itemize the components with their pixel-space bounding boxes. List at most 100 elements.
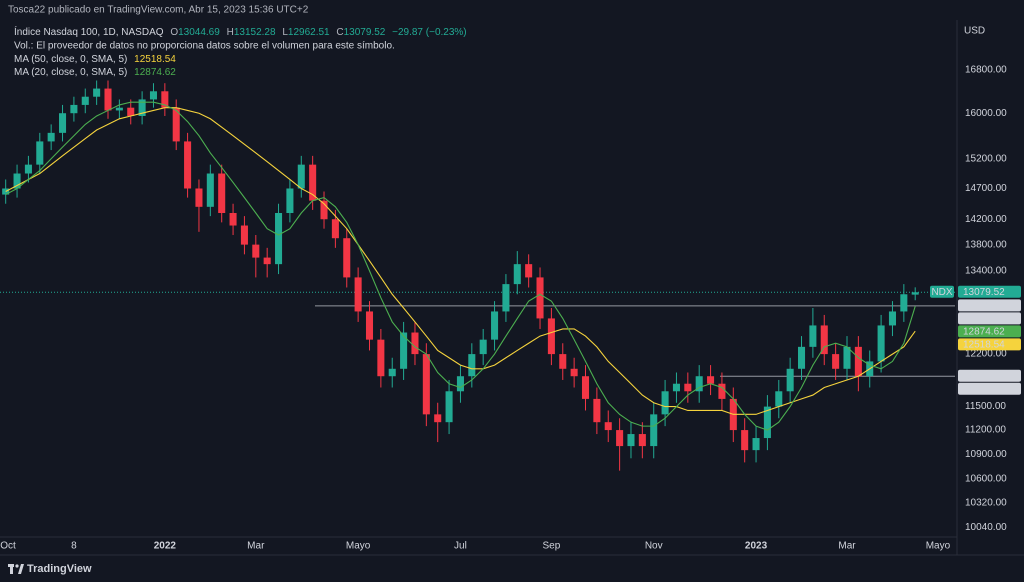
candle-body [195, 188, 203, 207]
candle-body [570, 368, 578, 377]
candle-body [616, 430, 624, 447]
price-badge [958, 382, 1021, 395]
x-tick-label: 8 [71, 541, 77, 552]
candle-body [775, 391, 783, 407]
candle-body [604, 422, 612, 431]
candle-body [491, 311, 499, 340]
price-badge [958, 369, 1021, 382]
candle-body [70, 104, 78, 114]
x-tick-label: 2022 [154, 541, 177, 552]
candle-body [627, 434, 635, 447]
ohlc-label: C [336, 27, 343, 38]
candle-body [741, 430, 749, 451]
candle-body [513, 264, 521, 285]
candle-body [252, 244, 260, 258]
candle-body [559, 354, 567, 369]
candle-body [434, 414, 442, 423]
candle-body [400, 332, 408, 369]
candle-body [843, 346, 851, 369]
y-tick-label: 13800.00 [965, 239, 1007, 250]
price-badge [958, 338, 1021, 351]
x-tick-label: Oct [0, 541, 16, 552]
legend-name: MA (50, close, 0, SMA, 5) [14, 54, 127, 65]
candle-body [343, 238, 351, 278]
candle-body [638, 434, 646, 447]
candle-body [525, 264, 533, 278]
published-note: Tosca22 publicado en TradingView.com, Ab… [8, 5, 309, 16]
price-badge [958, 285, 1021, 298]
x-tick-label: Sep [543, 541, 561, 552]
candle-body [695, 376, 703, 392]
y-tick-label: 13400.00 [965, 265, 1007, 276]
candle-body [206, 173, 214, 207]
candle-body [127, 107, 135, 116]
candle-body [297, 164, 305, 189]
logo-part [10, 564, 13, 574]
candle-body [354, 277, 362, 312]
price-badge-label: 12518.54 [963, 340, 1005, 351]
close-value: 13079.52 [344, 27, 386, 38]
candle-body [752, 438, 760, 451]
candle-body [240, 225, 248, 245]
symbol: Índice Nasdaq 100, 1D, NASDAQ [14, 25, 164, 38]
candle-body [684, 383, 692, 392]
candle-body [263, 257, 271, 265]
candle-body [502, 284, 510, 312]
candle-body [911, 292, 919, 295]
x-tick-label: Mayo [926, 541, 951, 552]
legend-value: 12874.62 [134, 67, 176, 78]
candle-body [832, 354, 840, 369]
candle-body [81, 96, 89, 105]
candle-body [229, 213, 237, 226]
candle-body [650, 414, 658, 447]
legend-name: MA (20, close, 0, SMA, 5) [14, 67, 127, 78]
candle-body [184, 141, 192, 189]
y-tick-label: 16000.00 [965, 108, 1007, 119]
x-tick-label: Nov [645, 541, 663, 552]
x-tick-label: Mar [838, 541, 856, 552]
plot-area: 16800.00 16000.00 15200.00 14700.00 14200.00… [0, 65, 1007, 552]
symbol-tag-label: NDX [931, 287, 952, 298]
ma-line [5, 101, 916, 431]
candle-body [661, 391, 669, 415]
y-tick-label: 14200.00 [965, 214, 1007, 225]
y-tick-label: 10600.00 [965, 474, 1007, 485]
y-tick-label: 16800.00 [965, 65, 1007, 76]
y-tick-label: 12200.00 [965, 349, 1007, 360]
candle-body [593, 398, 601, 423]
candle-body [388, 368, 396, 377]
candle-body [172, 107, 180, 142]
ma50-legend: MA (50, close, 0, SMA, 5) 12518.54 [14, 54, 176, 65]
x-tick-label: Mar [247, 541, 265, 552]
candle-body [718, 383, 726, 399]
candle-body [809, 325, 817, 347]
price-badge [958, 325, 1021, 338]
ma-line [5, 107, 916, 415]
price-badge [958, 299, 1021, 312]
y-tick-label: 10040.00 [965, 522, 1007, 533]
y-tick-label: 15200.00 [965, 153, 1007, 164]
y-tick-label: 14700.00 [965, 183, 1007, 194]
ohlc-label: H [227, 27, 234, 38]
brand-name: TradingView [27, 563, 92, 575]
candle-body [286, 188, 294, 214]
candle-body [468, 354, 476, 377]
logo-part [18, 564, 24, 574]
candle-body [877, 325, 885, 362]
logo-part [15, 564, 19, 568]
candle-body [309, 164, 317, 201]
candle-body [138, 99, 146, 116]
x-tick-label: 2023 [745, 541, 768, 552]
candle-body [218, 173, 226, 214]
brand-logo [8, 564, 24, 574]
x-tick-label: Jul [454, 541, 467, 552]
candle-body [888, 311, 896, 326]
candle-body [377, 339, 385, 377]
candle-body [422, 354, 430, 415]
candle-body [59, 113, 67, 133]
candle-body [547, 318, 555, 355]
price-badge-label: 12880.00 [963, 314, 1005, 325]
legend-value: 12518.54 [134, 54, 176, 65]
volume-note: Vol.: El proveedor de datos no proporcio… [14, 41, 395, 52]
